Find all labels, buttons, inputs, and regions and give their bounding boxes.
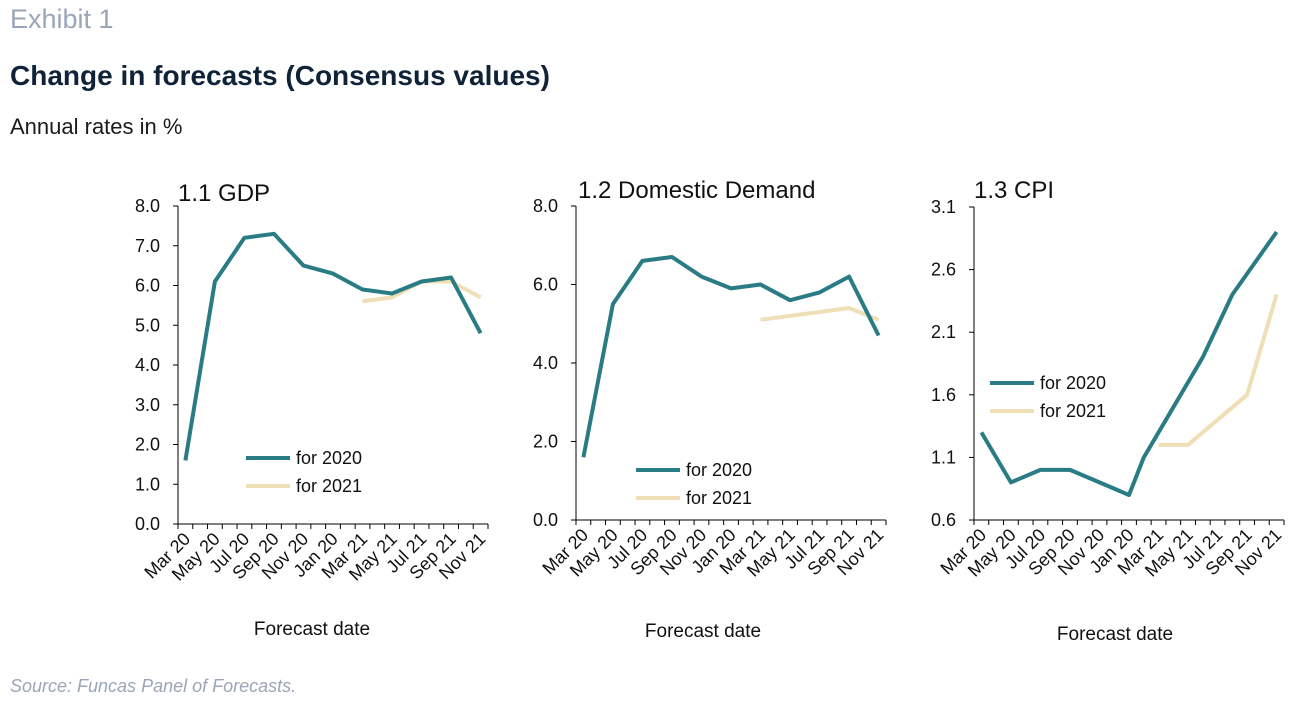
series-line-2020 (183, 231, 483, 461)
series-line-2020 (581, 255, 881, 458)
y-tick-label: 2.1 (931, 322, 956, 342)
y-tick-label: 0.0 (135, 514, 160, 534)
page-subtitle: Annual rates in % (10, 114, 183, 139)
y-tick-label: 8.0 (135, 196, 160, 216)
y-tick-label: 2.0 (533, 432, 558, 452)
chart-title: 1.3 CPI (974, 177, 1054, 204)
x-axis-label: Forecast date (645, 621, 761, 642)
y-tick-label: 6.0 (135, 276, 160, 296)
y-tick-label: 4.0 (533, 353, 558, 373)
series-line-2020 (979, 230, 1279, 497)
legend-label: for 2021 (1040, 401, 1106, 421)
x-axis-label: Forecast date (254, 619, 370, 640)
series-line-2021 (1158, 294, 1279, 447)
y-tick-label: 2.6 (931, 260, 956, 280)
legend-label: for 2020 (1040, 373, 1106, 393)
y-tick-label: 0.6 (931, 510, 956, 530)
y-tick-label: 8.0 (533, 196, 558, 216)
y-tick-label: 2.0 (135, 435, 160, 455)
y-tick-label: 0.0 (533, 510, 558, 530)
y-tick-label: 6.0 (533, 275, 558, 295)
y-tick-label: 1.1 (931, 447, 956, 467)
legend-label: for 2021 (686, 488, 752, 508)
x-axis-label: Forecast date (1057, 624, 1173, 645)
y-tick-label: 3.0 (135, 395, 160, 415)
y-tick-label: 3.1 (931, 197, 956, 217)
y-tick-label: 5.0 (135, 315, 160, 335)
chart-title: 1.2 Domestic Demand (578, 177, 815, 204)
exhibit-label: Exhibit 1 (10, 4, 114, 34)
chart-title: 1.1 GDP (178, 180, 270, 207)
legend-label: for 2021 (296, 476, 362, 496)
legend-label: for 2020 (296, 448, 362, 468)
y-tick-label: 7.0 (135, 236, 160, 256)
legend-label: for 2020 (686, 460, 752, 480)
y-tick-label: 4.0 (135, 355, 160, 375)
y-tick-label: 1.0 (135, 474, 160, 494)
source-note: Source: Funcas Panel of Forecasts. (10, 676, 297, 696)
y-tick-label: 1.6 (931, 385, 956, 405)
page-title: Change in forecasts (Consensus values) (10, 60, 550, 91)
series-line-2021 (760, 306, 880, 322)
